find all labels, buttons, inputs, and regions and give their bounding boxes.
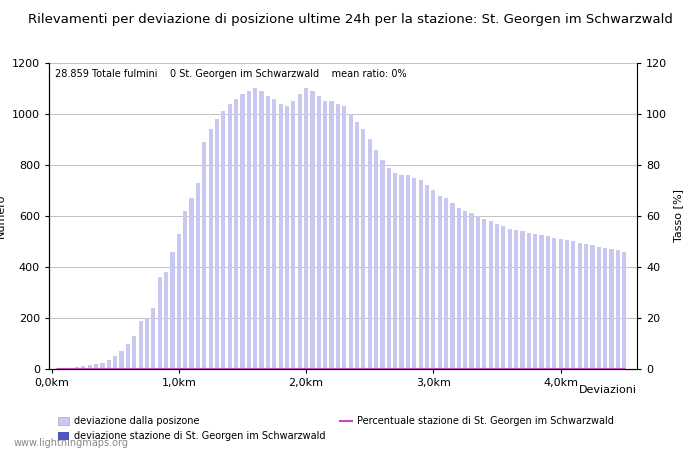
Bar — [81, 366, 85, 369]
Bar — [444, 198, 448, 369]
Bar — [425, 185, 429, 369]
Bar — [221, 112, 225, 369]
Bar — [316, 96, 321, 369]
Bar — [546, 236, 550, 369]
Bar — [368, 140, 372, 369]
Bar — [463, 211, 468, 369]
Y-axis label: Tasso [%]: Tasso [%] — [673, 189, 682, 243]
Bar — [176, 234, 181, 369]
Bar — [310, 91, 314, 369]
Bar — [145, 318, 149, 369]
Bar — [69, 368, 73, 369]
Bar — [158, 277, 162, 369]
Bar — [393, 173, 398, 369]
Bar — [508, 229, 512, 369]
Bar — [616, 250, 620, 369]
Bar — [520, 231, 524, 369]
Bar — [596, 247, 601, 369]
Bar — [482, 219, 486, 369]
Bar — [106, 360, 111, 369]
Text: www.lightningmaps.org: www.lightningmaps.org — [14, 438, 129, 448]
Bar — [62, 368, 66, 369]
Bar — [196, 183, 200, 369]
Bar — [349, 114, 353, 369]
Legend: deviazione dalla posizone, deviazione stazione di St. Georgen im Schwarzwald, Pe: deviazione dalla posizone, deviazione st… — [54, 413, 617, 445]
Bar — [450, 203, 454, 369]
Bar — [336, 104, 340, 369]
Bar — [622, 252, 626, 369]
Bar — [565, 240, 569, 369]
Bar — [279, 104, 283, 369]
Text: Deviazioni: Deviazioni — [579, 385, 637, 395]
Bar — [495, 224, 499, 369]
Bar — [533, 234, 538, 369]
Bar — [386, 167, 391, 369]
Bar — [476, 216, 480, 369]
Bar — [209, 129, 213, 369]
Bar — [246, 91, 251, 369]
Bar — [75, 367, 79, 369]
Bar — [330, 101, 334, 369]
Bar — [361, 129, 365, 369]
Bar — [590, 245, 594, 369]
Bar — [139, 320, 143, 369]
Text: Rilevamenti per deviazione di posizione ultime 24h per la stazione: St. Georgen : Rilevamenti per deviazione di posizione … — [27, 14, 673, 27]
Bar — [170, 252, 174, 369]
Bar — [100, 363, 104, 369]
Bar — [88, 365, 92, 369]
Bar — [412, 178, 416, 369]
Bar — [501, 226, 505, 369]
Bar — [266, 96, 270, 369]
Bar — [489, 221, 493, 369]
Bar — [285, 106, 289, 369]
Bar — [342, 106, 346, 369]
Bar — [94, 364, 98, 369]
Bar — [132, 336, 137, 369]
Bar — [164, 272, 168, 369]
Bar — [559, 239, 563, 369]
Bar — [291, 101, 295, 369]
Bar — [120, 351, 124, 369]
Bar — [419, 180, 423, 369]
Bar — [456, 208, 461, 369]
Bar — [272, 99, 276, 369]
Bar — [406, 175, 410, 369]
Bar — [603, 248, 608, 369]
Bar — [470, 213, 474, 369]
Text: 28.859 Totale fulmini    0 St. Georgen im Schwarzwald    mean ratio: 0%: 28.859 Totale fulmini 0 St. Georgen im S… — [55, 69, 407, 79]
Bar — [202, 142, 206, 369]
Bar — [126, 343, 130, 369]
Bar — [298, 94, 302, 369]
Bar — [526, 233, 531, 369]
Bar — [304, 89, 308, 369]
Bar — [540, 235, 544, 369]
Bar — [215, 119, 219, 369]
Bar — [400, 175, 404, 369]
Bar — [260, 91, 264, 369]
Bar — [438, 196, 442, 369]
Bar — [113, 356, 118, 369]
Bar — [253, 89, 258, 369]
Bar — [431, 190, 435, 369]
Bar — [183, 211, 188, 369]
Bar — [578, 243, 582, 369]
Y-axis label: Numero: Numero — [0, 194, 6, 238]
Bar — [380, 160, 384, 369]
Bar — [234, 99, 238, 369]
Bar — [355, 122, 359, 369]
Bar — [610, 249, 614, 369]
Bar — [151, 308, 155, 369]
Bar — [228, 104, 232, 369]
Bar — [571, 242, 575, 369]
Bar — [190, 198, 194, 369]
Bar — [240, 94, 244, 369]
Bar — [514, 230, 518, 369]
Bar — [552, 238, 557, 369]
Bar — [374, 150, 378, 369]
Bar — [323, 101, 328, 369]
Bar — [584, 244, 588, 369]
